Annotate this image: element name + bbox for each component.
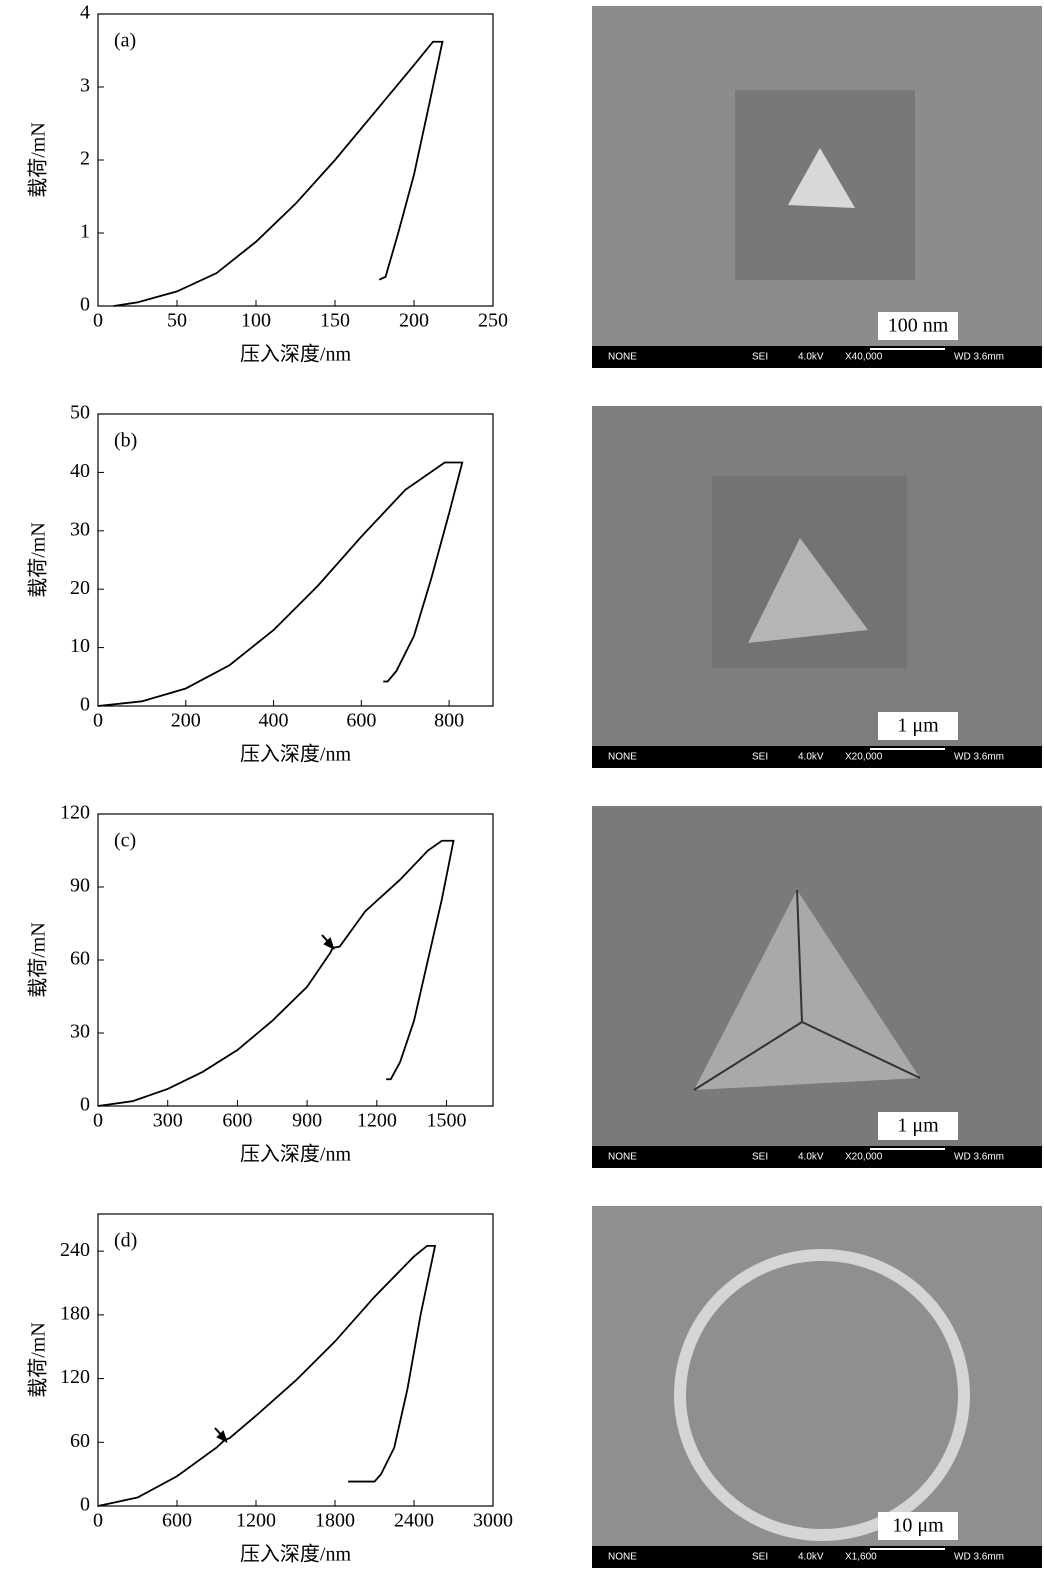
x-tick-label: 600 <box>222 1110 252 1132</box>
scale-label: 10 μm <box>892 1515 944 1537</box>
info-bar <box>592 346 1042 368</box>
panel-label: (a) <box>114 30 136 52</box>
x-tick-label: 0 <box>93 1110 103 1132</box>
x-axis-label: 压入深度/nm <box>240 343 352 366</box>
info-text: NONE <box>608 752 637 763</box>
info-text: 4.0kV <box>798 752 824 763</box>
x-tick-label: 800 <box>434 710 464 732</box>
y-tick-label: 240 <box>60 1239 90 1261</box>
plot-frame <box>97 413 494 707</box>
x-tick-label: 250 <box>478 310 508 332</box>
plot-frame <box>97 813 494 1107</box>
panel-label: (b) <box>114 430 137 452</box>
curve <box>97 839 455 1107</box>
x-tick-label: 200 <box>399 310 429 332</box>
panel-label: (d) <box>114 1230 137 1252</box>
y-tick-label: 0 <box>80 1494 90 1516</box>
y-tick-label: 2 <box>80 148 90 170</box>
x-tick-label: 600 <box>162 1510 192 1532</box>
curve <box>97 1244 437 1507</box>
x-tick-label: 0 <box>93 310 103 332</box>
info-text: 4.0kV <box>798 352 824 363</box>
scale-label: 100 nm <box>888 315 949 337</box>
y-tick-label: 90 <box>70 875 90 897</box>
info-text: 4.0kV <box>798 1152 824 1163</box>
y-tick-label: 180 <box>60 1302 90 1324</box>
plot-frame <box>97 13 494 307</box>
info-text: NONE <box>608 1552 637 1563</box>
info-text: 4.0kV <box>798 1552 824 1563</box>
x-tick-label: 150 <box>320 310 350 332</box>
info-text: X20,000 <box>845 752 883 763</box>
y-tick-label: 0 <box>80 294 90 316</box>
sem-decor <box>592 6 1042 1568</box>
y-axis-label: 载荷/mN <box>27 922 50 998</box>
info-text: X1,600 <box>845 1552 877 1563</box>
info-bar <box>592 1146 1042 1168</box>
y-tick-label: 40 <box>70 460 90 482</box>
info-text: NONE <box>608 1152 637 1163</box>
info-text: WD 3.6mm <box>954 752 1004 763</box>
info-text: X20,000 <box>845 1152 883 1163</box>
x-tick-label: 900 <box>292 1110 322 1132</box>
x-axis-label: 压入深度/nm <box>240 1543 352 1566</box>
y-axis-label: 载荷/mN <box>27 122 50 198</box>
y-tick-label: 20 <box>70 577 90 599</box>
scale-box <box>878 312 958 340</box>
y-tick-label: 10 <box>70 635 90 657</box>
scale-box <box>878 1112 958 1140</box>
y-tick-label: 30 <box>70 1021 90 1043</box>
x-tick-label: 600 <box>346 710 376 732</box>
y-tick-label: 0 <box>80 694 90 716</box>
panel-label: (c) <box>114 830 136 852</box>
y-axis-label: 载荷/mN <box>27 522 50 598</box>
x-tick-label: 1800 <box>315 1510 355 1532</box>
info-text: NONE <box>608 352 637 363</box>
x-tick-label: 300 <box>153 1110 183 1132</box>
info-text: X40,000 <box>845 352 883 363</box>
y-tick-label: 3 <box>80 75 90 97</box>
y-tick-label: 60 <box>70 948 90 970</box>
x-tick-label: 3000 <box>473 1510 513 1532</box>
scale-label: 1 μm <box>897 715 939 737</box>
arrows <box>214 934 335 1443</box>
y-tick-label: 120 <box>60 802 90 824</box>
info-text: SEI <box>752 752 768 763</box>
y-tick-label: 120 <box>60 1366 90 1388</box>
x-tick-label: 0 <box>93 1510 103 1532</box>
y-tick-label: 30 <box>70 518 90 540</box>
x-tick-label: 1200 <box>236 1510 276 1532</box>
x-tick-label: 50 <box>167 310 187 332</box>
x-tick-label: 400 <box>259 710 289 732</box>
info-text: WD 3.6mm <box>954 352 1004 363</box>
y-tick-label: 4 <box>80 2 90 24</box>
info-text: SEI <box>752 1152 768 1163</box>
x-tick-label: 1200 <box>357 1110 397 1132</box>
x-tick-label: 0 <box>93 710 103 732</box>
y-tick-label: 0 <box>80 1094 90 1116</box>
info-text: WD 3.6mm <box>954 1552 1004 1563</box>
x-tick-label: 200 <box>171 710 201 732</box>
info-text: SEI <box>752 352 768 363</box>
x-axis-label: 压入深度/nm <box>240 1143 352 1166</box>
y-tick-label: 50 <box>70 402 90 424</box>
curve <box>97 461 464 707</box>
x-tick-label: 100 <box>241 310 271 332</box>
x-tick-label: 2400 <box>394 1510 434 1532</box>
scale-box <box>878 712 958 740</box>
info-text: WD 3.6mm <box>954 1152 1004 1163</box>
curve <box>113 40 444 307</box>
scale-box <box>878 1512 958 1540</box>
info-text: SEI <box>752 1552 768 1563</box>
info-bar <box>592 1546 1042 1568</box>
y-axis-label: 载荷/mN <box>27 1322 50 1398</box>
info-bar <box>592 746 1042 768</box>
scale-label: 1 μm <box>897 1115 939 1137</box>
x-axis-label: 压入深度/nm <box>240 743 352 766</box>
x-tick-label: 1500 <box>427 1110 467 1132</box>
plot-frame <box>97 1213 494 1507</box>
y-tick-label: 1 <box>80 221 90 243</box>
y-tick-label: 60 <box>70 1430 90 1452</box>
